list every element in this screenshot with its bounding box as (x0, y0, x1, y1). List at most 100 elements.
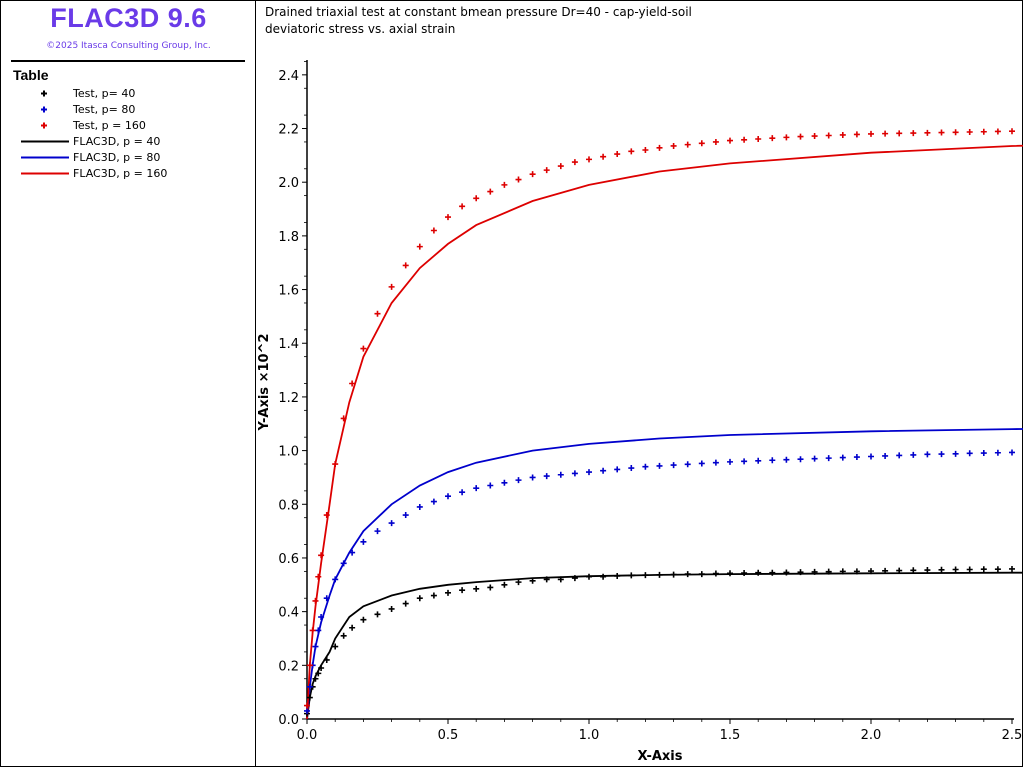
data-point (769, 135, 776, 142)
data-point (966, 566, 973, 573)
data-point (374, 310, 381, 317)
data-point (416, 243, 423, 250)
data-point (388, 520, 395, 527)
data-point (741, 569, 748, 576)
data-point (402, 512, 409, 519)
data-point (304, 702, 310, 709)
data-point (445, 214, 451, 221)
legend-label: Test, p= 80 (73, 103, 136, 116)
data-point (896, 452, 903, 459)
data-point (340, 560, 347, 567)
data-point (1009, 565, 1015, 572)
data-point (445, 589, 451, 596)
data-point (315, 670, 322, 677)
series-line (306, 144, 1023, 720)
legend-marker-plus-icon (41, 122, 47, 129)
data-point (349, 380, 356, 387)
data-point (543, 473, 550, 480)
data-point (670, 462, 677, 469)
y-tick-label: 2.4 (278, 69, 299, 84)
data-point (980, 450, 987, 457)
data-point (445, 493, 451, 500)
x-tick-label: 2.0 (861, 728, 882, 743)
data-point (882, 567, 889, 574)
legend-label: FLAC3D, p = 80 (73, 151, 161, 164)
y-tick-label: 1.0 (278, 445, 299, 460)
data-point (882, 130, 889, 137)
data-point (825, 455, 832, 462)
data-point (304, 707, 310, 714)
legend-label: Test, p = 160 (73, 119, 146, 132)
data-point (910, 451, 917, 458)
legend-title: Table (13, 67, 49, 83)
plot-frame (255, 0, 1023, 767)
data-point (430, 498, 437, 505)
data-point (318, 665, 325, 672)
plot-title-block: Drained triaxial test at constant bmean … (265, 4, 692, 38)
legend-item: FLAC3D, p = 80 (1, 150, 251, 166)
legend-label: Test, p= 40 (73, 87, 136, 100)
data-point (571, 159, 578, 166)
data-point (670, 571, 677, 578)
data-point (994, 449, 1001, 456)
data-point (924, 129, 931, 136)
data-point (430, 227, 437, 234)
y-tick-label: 2.2 (278, 123, 299, 138)
data-point (323, 595, 330, 602)
legend-item: Test, p= 80 (1, 102, 251, 118)
data-point (332, 576, 339, 583)
data-point (698, 460, 705, 467)
data-point (853, 568, 860, 575)
y-tick-label: 1.6 (278, 284, 299, 299)
data-point (360, 538, 367, 545)
data-point (952, 566, 959, 573)
y-tick-label: 0.0 (278, 713, 299, 728)
data-point (416, 595, 423, 602)
data-point (1009, 449, 1015, 456)
data-point (811, 455, 818, 462)
data-point (388, 283, 395, 290)
data-point (543, 576, 550, 583)
data-point (783, 569, 790, 576)
data-point (952, 450, 959, 457)
y-axis-label: Y-Axis ×10^2 (257, 334, 272, 432)
legend-marker-plus-icon (41, 90, 47, 97)
data-point (318, 614, 325, 621)
data-point (684, 571, 691, 578)
data-point (600, 153, 607, 160)
data-point (698, 571, 705, 578)
data-point (614, 151, 621, 158)
data-point (952, 129, 959, 136)
chart-canvas: 0.00.51.01.52.02.53.03.54.04.50.00.20.40… (257, 60, 1023, 764)
data-point (306, 694, 313, 701)
data-point (853, 131, 860, 138)
legend-marker-plus-icon (41, 106, 47, 113)
x-tick-label: 1.0 (579, 728, 600, 743)
data-point (755, 135, 762, 142)
data-point (910, 130, 917, 137)
data-point (684, 141, 691, 148)
data-point (868, 453, 874, 460)
data-point (318, 552, 325, 559)
data-point (628, 148, 635, 155)
data-point (797, 456, 804, 463)
data-point (1009, 128, 1015, 135)
y-tick-label: 0.2 (278, 659, 299, 674)
data-point (642, 146, 649, 153)
chart-subtitle: deviatoric stress vs. axial strain (265, 22, 456, 36)
x-axis-label: X-Axis (638, 749, 683, 764)
y-tick-label: 1.4 (278, 337, 299, 352)
data-point (430, 592, 437, 599)
data-point (360, 345, 367, 352)
data-point (755, 569, 762, 576)
data-point (656, 462, 663, 469)
data-point (712, 138, 719, 145)
data-point (459, 587, 466, 594)
data-point (349, 549, 356, 556)
data-point (388, 605, 395, 612)
y-tick-label: 2.0 (278, 176, 299, 191)
data-point (600, 573, 607, 580)
data-point (825, 132, 832, 139)
data-point (868, 568, 874, 575)
series-line (306, 571, 1023, 720)
